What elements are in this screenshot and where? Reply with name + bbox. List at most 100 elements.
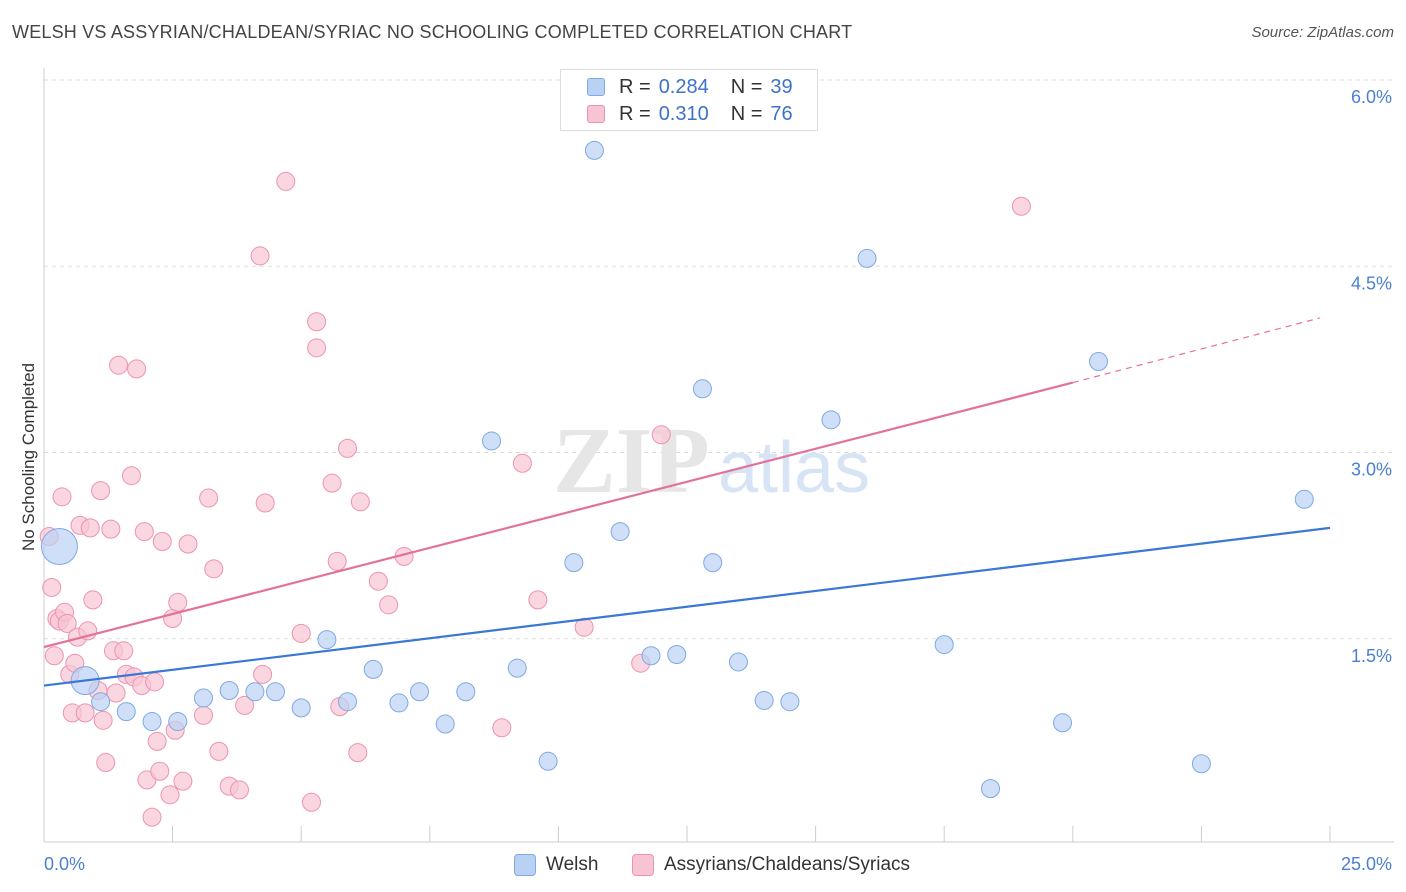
welsh-point xyxy=(980,779,1000,799)
welsh-point xyxy=(1294,489,1314,509)
welsh-point xyxy=(780,692,800,712)
welsh-point xyxy=(91,692,111,712)
welsh-point xyxy=(1089,351,1109,371)
assyrian-point xyxy=(492,718,512,738)
welsh-point xyxy=(703,553,723,573)
series-legend: Welsh Assyrians/Chaldeans/Syriacs xyxy=(0,852,1406,878)
assyrian-point xyxy=(57,613,77,633)
assyrian-point xyxy=(96,753,116,773)
welsh-point xyxy=(40,527,78,565)
y-tick-label: 4.5% xyxy=(1351,273,1392,293)
assyrian-point xyxy=(651,425,671,445)
welsh-point xyxy=(821,410,841,430)
assyrian-point xyxy=(106,683,126,703)
y-tick-label: 6.0% xyxy=(1351,87,1392,107)
assyrian-points xyxy=(39,171,1031,827)
assyrian-point xyxy=(327,551,347,571)
series-legend-welsh: Welsh xyxy=(514,852,598,878)
assyrian-point xyxy=(109,355,129,375)
welsh-point xyxy=(584,140,604,160)
assyrian-point xyxy=(80,518,100,538)
welsh-point xyxy=(219,681,239,701)
axes xyxy=(43,68,1394,843)
welsh-point xyxy=(291,698,311,718)
legend-r-label: R = xyxy=(619,102,651,125)
assyrian-point xyxy=(235,695,255,715)
assyrian-point xyxy=(528,590,548,610)
assyrian-point xyxy=(83,590,103,610)
legend-n-label: N = xyxy=(730,75,763,98)
series-label-welsh: Welsh xyxy=(546,854,599,875)
assyrian-point xyxy=(307,338,327,358)
legend-n-value-assyr: 76 xyxy=(770,102,793,125)
welsh-point xyxy=(692,379,712,399)
assyrian-point xyxy=(193,705,213,725)
y-axis-label: No Schooling Completed xyxy=(19,363,38,551)
assyrian-point xyxy=(42,577,62,597)
welsh-point xyxy=(564,553,584,573)
welsh-point xyxy=(456,682,476,702)
welsh-point xyxy=(728,652,748,672)
welsh-point xyxy=(410,682,430,702)
assyrian-point xyxy=(145,672,165,692)
assyrian-point xyxy=(322,473,342,493)
assyrian-point xyxy=(152,532,172,552)
assyrian-point xyxy=(178,534,198,554)
assyrian-point xyxy=(160,785,180,805)
welsh-point xyxy=(389,693,409,713)
assyrian-point xyxy=(250,246,270,266)
welsh-point xyxy=(482,431,502,451)
grid-lines xyxy=(44,79,1394,640)
welsh-points xyxy=(40,140,1314,799)
assyrian-point xyxy=(253,664,273,684)
welsh-point xyxy=(538,751,558,771)
welsh-point xyxy=(1053,713,1073,733)
welsh-point xyxy=(193,688,213,708)
legend-r-value-assyr: 0.310 xyxy=(658,102,709,125)
assyrian-point xyxy=(134,522,154,542)
assyrian-point xyxy=(199,488,219,508)
tick-labels: 1.5% 3.0% 4.5% 6.0% 0.0% 25.0% xyxy=(44,87,1392,874)
assyrian-point xyxy=(276,171,296,191)
legend-r-value-welsh: 0.284 xyxy=(658,75,709,98)
welsh-point xyxy=(265,682,285,702)
assyrian-point xyxy=(379,595,399,615)
assyrian-point xyxy=(147,731,167,751)
series-label-assyr: Assyrians/Chaldeans/Syriacs xyxy=(664,854,911,875)
assyrian-point xyxy=(229,780,249,800)
assyrian-point xyxy=(337,438,357,458)
assyrian-point xyxy=(307,312,327,332)
assyrian-point xyxy=(114,641,134,661)
series-legend-assyr: Assyrians/Chaldeans/Syriacs xyxy=(632,852,910,878)
assyrian-point xyxy=(44,646,64,666)
welsh-point xyxy=(363,659,383,679)
welsh-point xyxy=(610,522,630,542)
welsh-point xyxy=(317,630,337,650)
assyrian-point xyxy=(127,359,147,379)
assyrian-point xyxy=(52,487,72,507)
legend-swatch-welsh xyxy=(587,78,605,96)
welsh-point xyxy=(667,645,687,665)
assyrian-point xyxy=(209,741,229,761)
correlation-legend: R = 0.284 N = 39 R = 0.310 N = 76 xyxy=(560,69,818,131)
welsh-point xyxy=(507,658,527,678)
assyrian-point xyxy=(350,492,370,512)
welsh-point xyxy=(934,635,954,655)
assyrian-point xyxy=(142,807,162,827)
welsh-point xyxy=(168,712,188,732)
legend-row-welsh: R = 0.284 N = 39 xyxy=(587,75,793,99)
assyrian-point xyxy=(204,559,224,579)
assyrian-point xyxy=(101,519,121,539)
series-swatch-assyr xyxy=(632,854,654,876)
legend-row-assyr: R = 0.310 N = 76 xyxy=(587,102,793,126)
assyrian-point xyxy=(574,617,594,637)
assyrian-point xyxy=(173,771,193,791)
welsh-point xyxy=(1191,754,1211,774)
watermark-zip: ZIP xyxy=(553,409,710,513)
assyrian-point xyxy=(121,466,141,486)
assyrian-point xyxy=(75,703,95,723)
assyrian-point xyxy=(512,453,532,473)
welsh-point xyxy=(641,646,661,666)
trend-lines xyxy=(43,317,1331,687)
